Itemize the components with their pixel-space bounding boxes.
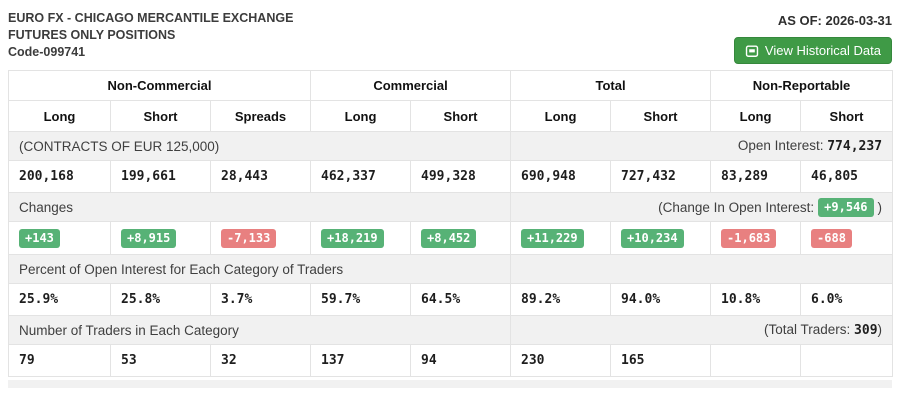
traders-cell	[800, 344, 894, 377]
as-of-date: AS OF: 2026-03-31	[777, 13, 892, 28]
group-header-commercial: Commercial	[310, 70, 512, 101]
open-interest-value: 774,237	[827, 139, 883, 154]
traders-cell: 94	[410, 344, 512, 377]
traders-cell: 137	[310, 344, 412, 377]
traders-cell: 230	[510, 344, 612, 377]
traders-cell: 165	[610, 344, 712, 377]
position-cell: 46,805	[800, 160, 894, 193]
group-header-non-commercial: Non-Commercial	[7, 70, 312, 101]
change-cell: +8,915	[110, 221, 211, 255]
report-code: Code-099741	[8, 45, 86, 59]
open-interest-cell: Open Interest: 774,237	[510, 131, 894, 161]
percent-cell: 89.2%	[510, 283, 612, 316]
change-cell: +11,229	[510, 221, 612, 255]
position-cell: 200,168	[8, 160, 111, 193]
change-badge: +10,234	[621, 228, 684, 248]
change-badge: +8,452	[421, 228, 477, 248]
position-cell: 28,443	[209, 160, 312, 193]
col-header-c-short: Short	[410, 100, 512, 132]
traders-cell: 32	[209, 344, 312, 377]
traders-cell: 53	[110, 344, 211, 377]
top-bar: EURO FX - CHICAGO MERCANTILE EXCHANGE FU…	[8, 0, 892, 70]
group-header-row: Non-Commercial Commercial Total Non-Repo…	[7, 70, 894, 101]
change-badge: +143	[19, 228, 60, 248]
traders-label: Number of Traders in Each Category	[7, 315, 512, 345]
percent-band-row: Percent of Open Interest for Each Catego…	[7, 254, 894, 284]
positions-table: Non-Commercial Commercial Total Non-Repo…	[7, 70, 894, 377]
col-header-t-short: Short	[610, 100, 712, 132]
change-oi-prefix: (Change In Open Interest:	[658, 199, 815, 215]
change-oi-badge: +9,546	[818, 197, 874, 217]
change-cell: +143	[8, 221, 111, 255]
change-badge: -7,133	[221, 228, 277, 248]
change-cell: +10,234	[610, 221, 712, 255]
col-header-nc-short: Short	[110, 100, 211, 132]
report-title-block: EURO FX - CHICAGO MERCANTILE EXCHANGE FU…	[8, 10, 293, 61]
changes-band-row: Changes (Change In Open Interest: +9,546…	[7, 192, 894, 222]
view-historical-data-label: View Historical Data	[764, 43, 881, 58]
total-traders-cell: (Total Traders: 309)	[510, 315, 894, 345]
percent-label: Percent of Open Interest for Each Catego…	[7, 254, 512, 284]
change-cell: +8,452	[410, 221, 512, 255]
positions-row: 200,168 199,661 28,443 462,337 499,328 6…	[8, 160, 894, 193]
traders-cell	[710, 344, 802, 377]
change-cell: -688	[800, 221, 894, 255]
change-badge: -1,683	[721, 228, 777, 248]
changes-row: +143 +8,915 -7,133 +18,219 +8,452 +11,22…	[8, 221, 894, 255]
percent-cell: 25.8%	[110, 283, 211, 316]
col-header-nc-spreads: Spreads	[209, 100, 312, 132]
percent-cell: 10.8%	[710, 283, 802, 316]
percent-cell: 3.7%	[209, 283, 312, 316]
changes-label: Changes	[7, 192, 512, 222]
col-header-nr-long: Long	[710, 100, 802, 132]
change-badge: +18,219	[321, 228, 384, 248]
view-historical-data-button[interactable]: View Historical Data	[733, 37, 892, 64]
contracts-band-row: (CONTRACTS OF EUR 125,000) Open Interest…	[7, 131, 894, 161]
percent-cell: 6.0%	[800, 283, 894, 316]
percent-row: 25.9% 25.8% 3.7% 59.7% 64.5% 89.2% 94.0%…	[8, 283, 894, 316]
cot-report-page: EURO FX - CHICAGO MERCANTILE EXCHANGE FU…	[7, 0, 894, 377]
next-section-band-cutoff	[8, 380, 892, 388]
position-cell: 83,289	[710, 160, 802, 193]
change-badge: +8,915	[121, 228, 177, 248]
col-header-c-long: Long	[310, 100, 412, 132]
change-oi-suffix: )	[877, 199, 883, 215]
change-badge: +11,229	[521, 228, 584, 248]
top-right-block: AS OF: 2026-03-31 View Historical Data	[733, 10, 892, 64]
position-cell: 690,948	[510, 160, 612, 193]
report-title-exchange: EURO FX - CHICAGO MERCANTILE EXCHANGE	[8, 11, 294, 25]
position-cell: 199,661	[110, 160, 211, 193]
position-cell: 499,328	[410, 160, 512, 193]
position-cell: 727,432	[610, 160, 712, 193]
total-traders-value: 309	[854, 323, 878, 338]
col-header-nc-long: Long	[8, 100, 111, 132]
calendar-icon	[745, 44, 759, 58]
percent-cell: 64.5%	[410, 283, 512, 316]
change-cell: -1,683	[710, 221, 802, 255]
change-cell: +18,219	[310, 221, 412, 255]
col-header-t-long: Long	[510, 100, 612, 132]
column-header-row: Long Short Spreads Long Short Long Short…	[8, 100, 894, 132]
traders-band-row: Number of Traders in Each Category (Tota…	[7, 315, 894, 345]
change-cell: -7,133	[209, 221, 312, 255]
contracts-label: (CONTRACTS OF EUR 125,000)	[7, 131, 512, 161]
percent-cell: 94.0%	[610, 283, 712, 316]
change-badge: -688	[811, 228, 852, 248]
total-traders-suffix: )	[877, 322, 883, 337]
traders-row: 79 53 32 137 94 230 165	[8, 344, 894, 377]
group-header-non-reportable: Non-Reportable	[710, 70, 894, 101]
percent-band-right-cell	[510, 254, 894, 284]
report-title-type: FUTURES ONLY POSITIONS	[8, 28, 176, 42]
open-interest-label: Open Interest:	[737, 138, 824, 153]
position-cell: 462,337	[310, 160, 412, 193]
total-traders-prefix: (Total Traders:	[764, 322, 851, 337]
change-in-open-interest-cell: (Change In Open Interest: +9,546 )	[510, 192, 894, 222]
col-header-nr-short: Short	[800, 100, 894, 132]
percent-cell: 25.9%	[8, 283, 111, 316]
percent-cell: 59.7%	[310, 283, 412, 316]
group-header-total: Total	[510, 70, 712, 101]
traders-cell: 79	[8, 344, 111, 377]
